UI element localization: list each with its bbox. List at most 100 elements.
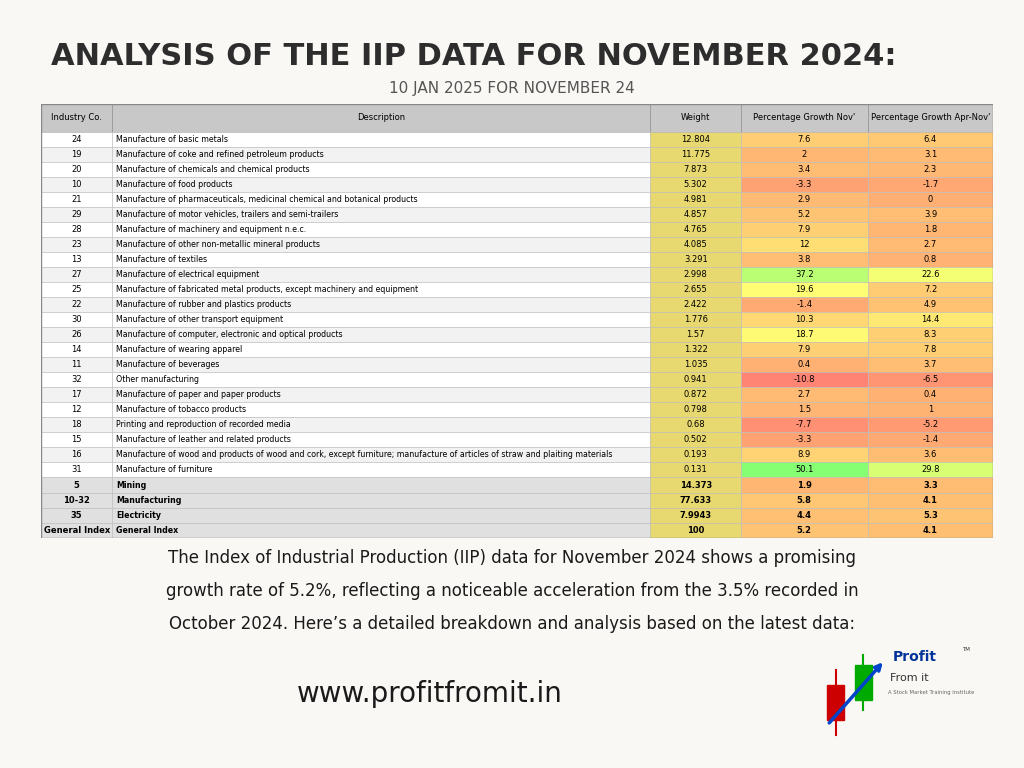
Bar: [867, 147, 993, 162]
Text: 1.8: 1.8: [924, 225, 937, 234]
Text: Manufacture of tobacco products: Manufacture of tobacco products: [116, 406, 247, 415]
Text: 5.3: 5.3: [923, 511, 938, 520]
Text: Percentage Growth Apr-Nov': Percentage Growth Apr-Nov': [870, 114, 990, 122]
Bar: [650, 177, 741, 192]
Bar: [741, 267, 867, 282]
Text: -10.8: -10.8: [794, 376, 815, 384]
Text: 3.7: 3.7: [924, 360, 937, 369]
Bar: [113, 267, 650, 282]
Text: -1.4: -1.4: [797, 300, 812, 310]
Text: 10.3: 10.3: [795, 315, 813, 324]
Bar: [867, 162, 993, 177]
Bar: [741, 387, 867, 402]
Text: 19.6: 19.6: [795, 285, 813, 294]
Text: 2.3: 2.3: [924, 165, 937, 174]
Text: 50.1: 50.1: [795, 465, 813, 475]
Text: Manufacture of food products: Manufacture of food products: [116, 180, 232, 189]
Text: Manufacture of fabricated metal products, except machinery and equipment: Manufacture of fabricated metal products…: [116, 285, 419, 294]
Bar: [741, 177, 867, 192]
Text: Electricity: Electricity: [116, 511, 161, 520]
Bar: [827, 685, 844, 720]
Text: Manufacture of computer, electronic and optical products: Manufacture of computer, electronic and …: [116, 330, 343, 339]
Text: 5.2: 5.2: [797, 525, 812, 535]
Bar: [867, 448, 993, 462]
Bar: [650, 162, 741, 177]
Text: 3.291: 3.291: [684, 255, 708, 264]
Bar: [741, 207, 867, 222]
Bar: [650, 387, 741, 402]
Text: 14.4: 14.4: [922, 315, 940, 324]
Text: The Index of Industrial Production (IIP) data for November 2024 shows a promisin: The Index of Industrial Production (IIP)…: [168, 549, 856, 567]
Text: Manufacture of motor vehicles, trailers and semi-trailers: Manufacture of motor vehicles, trailers …: [116, 210, 339, 219]
Text: 1.9: 1.9: [797, 481, 812, 489]
Text: Manufacture of machinery and equipment n.e.c.: Manufacture of machinery and equipment n…: [116, 225, 306, 234]
Bar: [867, 432, 993, 448]
Bar: [41, 448, 113, 462]
Text: 4.9: 4.9: [924, 300, 937, 310]
Text: 4.1: 4.1: [923, 525, 938, 535]
Bar: [41, 387, 113, 402]
Text: Manufacture of chemicals and chemical products: Manufacture of chemicals and chemical pr…: [116, 165, 310, 174]
Bar: [113, 357, 650, 372]
Text: 22: 22: [72, 300, 82, 310]
Text: Mining: Mining: [116, 481, 146, 489]
Text: Profit: Profit: [893, 650, 937, 664]
Text: ANALYSIS OF THE IIP DATA FOR NOVEMBER 2024:: ANALYSIS OF THE IIP DATA FOR NOVEMBER 20…: [51, 42, 897, 71]
Bar: [650, 462, 741, 478]
Bar: [41, 237, 113, 252]
Bar: [41, 462, 113, 478]
Bar: [741, 522, 867, 538]
Text: 0.872: 0.872: [684, 390, 708, 399]
Bar: [741, 432, 867, 448]
Bar: [41, 297, 113, 313]
Bar: [650, 237, 741, 252]
Bar: [113, 192, 650, 207]
Text: 7.6: 7.6: [798, 135, 811, 144]
Bar: [113, 207, 650, 222]
Text: 16: 16: [72, 451, 82, 459]
Bar: [867, 492, 993, 508]
Text: 6.4: 6.4: [924, 135, 937, 144]
Bar: [41, 432, 113, 448]
Text: 1.776: 1.776: [684, 315, 708, 324]
Text: 3.6: 3.6: [924, 451, 937, 459]
Text: 25: 25: [72, 285, 82, 294]
Text: growth rate of 5.2%, reflecting a noticeable acceleration from the 3.5% recorded: growth rate of 5.2%, reflecting a notice…: [166, 582, 858, 600]
Text: 1.57: 1.57: [686, 330, 705, 339]
Bar: [741, 478, 867, 492]
Bar: [741, 147, 867, 162]
Bar: [650, 478, 741, 492]
Text: 0.502: 0.502: [684, 435, 708, 445]
Text: -3.3: -3.3: [796, 435, 812, 445]
Bar: [867, 282, 993, 297]
Bar: [741, 343, 867, 357]
Text: Manufacture of leather and related products: Manufacture of leather and related produ…: [116, 435, 291, 445]
Bar: [41, 132, 113, 147]
Text: General Index: General Index: [44, 525, 110, 535]
Bar: [741, 402, 867, 417]
Bar: [650, 327, 741, 343]
Bar: [113, 132, 650, 147]
Text: 17: 17: [72, 390, 82, 399]
Bar: [41, 492, 113, 508]
Bar: [41, 372, 113, 387]
Text: 22.6: 22.6: [922, 270, 940, 279]
Text: 3.4: 3.4: [798, 165, 811, 174]
Text: 77.633: 77.633: [680, 495, 712, 505]
Text: Manufacture of furniture: Manufacture of furniture: [116, 465, 213, 475]
Bar: [650, 372, 741, 387]
Text: 10: 10: [72, 180, 82, 189]
Text: 8.9: 8.9: [798, 451, 811, 459]
Text: 5.8: 5.8: [797, 495, 812, 505]
Bar: [113, 282, 650, 297]
Text: 2.7: 2.7: [924, 240, 937, 249]
Bar: [741, 492, 867, 508]
Text: Manufacture of basic metals: Manufacture of basic metals: [116, 135, 228, 144]
Text: 0.798: 0.798: [684, 406, 708, 415]
Bar: [113, 313, 650, 327]
Bar: [650, 508, 741, 522]
Bar: [113, 343, 650, 357]
Text: 100: 100: [687, 525, 705, 535]
Bar: [867, 372, 993, 387]
Bar: [741, 448, 867, 462]
